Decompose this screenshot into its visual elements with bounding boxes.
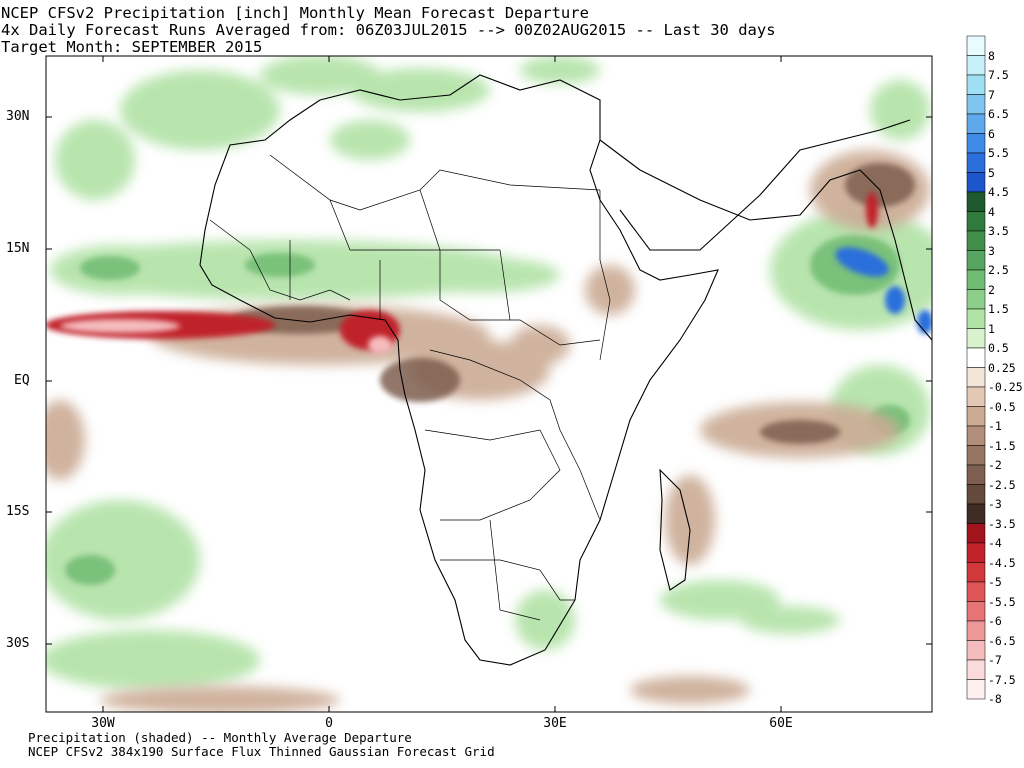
lat-label-30n: 30N	[6, 109, 30, 124]
lon-label-30w: 30W	[91, 716, 115, 731]
colorbar-swatch	[966, 464, 986, 485]
colorbar-label: 1	[988, 321, 995, 336]
colorbar-label: -4	[988, 536, 1002, 550]
colorbar-label: -6	[988, 614, 1002, 628]
colorbar-label: -1	[988, 419, 1002, 433]
colorbar-swatch	[966, 191, 986, 212]
colorbar-swatch	[966, 484, 986, 505]
country-borders	[209, 154, 611, 621]
colorbar-swatch	[966, 523, 986, 544]
colorbar-swatch	[966, 230, 986, 251]
colorbar-label: -0.5	[988, 399, 1016, 414]
colorbar-swatch	[966, 308, 986, 329]
colorbar-label: -3	[988, 497, 1002, 511]
lat-label-15n: 15N	[6, 241, 30, 256]
colorbar-swatch	[966, 289, 986, 310]
colorbar-label: -4.5	[988, 555, 1016, 570]
colorbar-swatch	[966, 562, 986, 583]
colorbar-label: 4.5	[988, 185, 1009, 199]
colorbar-label: -8	[988, 692, 1002, 706]
colorbar-swatch	[966, 503, 986, 524]
lat-label-30s: 30S	[6, 636, 30, 651]
colorbar-swatch	[966, 679, 986, 700]
colorbar-label: 4	[988, 204, 995, 219]
colorbar-swatch	[966, 620, 986, 641]
colorbar-swatch	[966, 581, 986, 602]
colorbar-label: 6	[988, 126, 995, 141]
colorbar-swatch	[966, 172, 986, 193]
colorbar-swatch	[966, 542, 986, 563]
map-border	[45, 55, 933, 713]
colorbar-swatch	[966, 640, 986, 661]
colorbar-label: 1.5	[988, 302, 1009, 316]
colorbar-swatch	[966, 347, 986, 368]
colorbar-label: -2	[988, 458, 1002, 472]
coastlines	[199, 74, 932, 666]
colorbar	[966, 35, 986, 700]
footer-variable: Precipitation (shaded) -- Monthly Averag…	[28, 730, 412, 745]
colorbar-swatch	[966, 35, 986, 56]
colorbar-label: -1.5	[988, 438, 1016, 453]
lat-label-15s: 15S	[6, 504, 30, 519]
lat-label-eq: EQ	[14, 373, 30, 388]
colorbar-label: -2.5	[988, 477, 1016, 492]
colorbar-swatch	[966, 152, 986, 173]
colorbar-swatch	[966, 55, 986, 76]
colorbar-label: 7	[988, 87, 995, 102]
colorbar-label: -5.5	[988, 594, 1016, 609]
colorbar-label: -7.5	[988, 672, 1016, 687]
colorbar-swatch	[966, 328, 986, 349]
colorbar-label: 0.25	[988, 360, 1016, 375]
colorbar-label: -3.5	[988, 516, 1016, 531]
colorbar-swatch	[966, 406, 986, 427]
colorbar-label: 3	[988, 243, 995, 258]
colorbar-label: -7	[988, 653, 1002, 667]
colorbar-label: -0.25	[988, 380, 1023, 394]
colorbar-label: 8	[988, 48, 995, 63]
axis-ticks	[46, 56, 932, 712]
colorbar-swatch	[966, 211, 986, 232]
target-month: Target Month: SEPTEMBER 2015	[1, 38, 263, 56]
forecast-run-info: 4x Daily Forecast Runs Averaged from: 06…	[1, 21, 776, 39]
colorbar-label: -5	[988, 575, 1002, 589]
chart-title: NCEP CFSv2 Precipitation [inch] Monthly …	[1, 4, 589, 22]
colorbar-swatch	[966, 425, 986, 446]
lon-label-60e: 60E	[769, 716, 793, 731]
colorbar-label: 6.5	[988, 107, 1009, 121]
colorbar-label: 7.5	[988, 68, 1009, 82]
colorbar-label: 5	[988, 165, 995, 180]
colorbar-swatch	[966, 269, 986, 290]
colorbar-label: 3.5	[988, 224, 1009, 238]
colorbar-swatch	[966, 133, 986, 154]
colorbar-label: 2	[988, 282, 995, 297]
colorbar-swatch	[966, 659, 986, 680]
colorbar-swatch	[966, 250, 986, 271]
footer-grid: NCEP CFSv2 384x190 Surface Flux Thinned …	[28, 744, 495, 759]
colorbar-label: 0.5	[988, 341, 1009, 355]
colorbar-swatch	[966, 94, 986, 115]
lon-label-30e: 30E	[543, 716, 567, 731]
colorbar-swatch	[966, 445, 986, 466]
lon-label-0: 0	[325, 716, 333, 731]
colorbar-swatch	[966, 386, 986, 407]
precipitation-shading	[46, 56, 932, 712]
colorbar-swatch	[966, 601, 986, 622]
colorbar-swatch	[966, 74, 986, 95]
colorbar-label: 5.5	[988, 146, 1009, 160]
colorbar-label: -6.5	[988, 633, 1016, 648]
colorbar-label: 2.5	[988, 263, 1009, 277]
colorbar-swatch	[966, 113, 986, 134]
colorbar-swatch	[966, 367, 986, 388]
